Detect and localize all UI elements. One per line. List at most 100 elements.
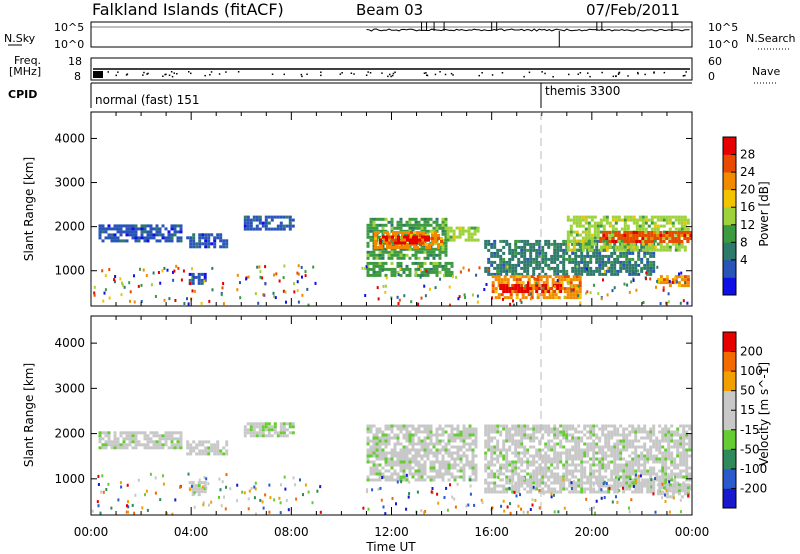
data-cell — [194, 275, 198, 279]
data-cell — [213, 443, 217, 447]
data-cell — [598, 448, 602, 452]
data-cell — [490, 272, 494, 276]
data-cell — [410, 231, 413, 234]
data-cell — [545, 275, 549, 279]
data-cell — [499, 254, 503, 258]
data-cell — [408, 223, 412, 227]
data-cell — [381, 253, 385, 257]
data-cell — [559, 475, 563, 479]
data-cell — [565, 245, 569, 249]
scatter-cell — [133, 300, 136, 304]
scatter-cell — [247, 497, 250, 501]
data-cell — [586, 487, 590, 491]
data-cell — [441, 454, 445, 458]
scatter-cell — [384, 284, 387, 288]
data-cell — [378, 261, 382, 265]
data-cell — [164, 440, 168, 444]
data-cell — [638, 234, 642, 237]
data-cell — [125, 443, 129, 447]
data-cell — [441, 433, 445, 437]
data-cell — [637, 257, 641, 261]
data-cell — [396, 460, 400, 464]
scatter-cell — [166, 268, 169, 272]
data-cell — [405, 433, 409, 437]
data-cell — [634, 439, 638, 443]
data-cell — [386, 246, 389, 249]
data-cell — [387, 460, 391, 464]
data-cell — [556, 451, 560, 455]
data-cell — [490, 490, 494, 494]
data-cell — [646, 478, 650, 482]
data-cell — [490, 472, 494, 476]
data-cell — [532, 248, 536, 252]
data-cell — [511, 427, 515, 431]
nave-dot — [115, 74, 117, 77]
data-cell — [511, 284, 515, 287]
data-cell — [593, 242, 597, 246]
data-cell — [429, 427, 433, 431]
data-cell — [656, 215, 660, 219]
data-cell — [616, 442, 620, 446]
data-cell — [369, 267, 373, 271]
data-cell — [665, 495, 669, 499]
data-cell — [509, 296, 513, 300]
scatter-cell — [602, 278, 604, 282]
data-cell — [471, 472, 475, 476]
data-cell — [499, 469, 503, 473]
data-cell — [536, 296, 540, 300]
data-cell — [520, 451, 524, 455]
data-cell — [569, 230, 573, 234]
data-cell — [413, 246, 416, 249]
x-tick-label: 20:00 — [575, 525, 610, 539]
data-cell — [559, 487, 563, 491]
data-cell — [385, 235, 388, 239]
data-cell — [134, 446, 138, 450]
data-cell — [595, 424, 599, 428]
data-cell — [650, 237, 654, 240]
data-cell — [514, 442, 518, 446]
data-cell — [571, 481, 575, 485]
data-cell — [548, 275, 552, 279]
data-cell — [562, 466, 566, 470]
data-cell — [502, 424, 506, 428]
data-cell — [595, 463, 599, 467]
data-cell — [122, 443, 126, 447]
data-cell — [568, 469, 572, 473]
scatter-cell — [191, 267, 193, 271]
data-cell — [417, 448, 421, 452]
data-cell — [682, 469, 686, 473]
data-cell — [658, 487, 662, 491]
data-cell — [538, 251, 542, 255]
data-cell — [496, 427, 500, 431]
scatter-cell — [667, 292, 670, 296]
data-cell — [683, 486, 687, 490]
data-cell — [557, 281, 561, 285]
data-cell — [499, 466, 503, 470]
data-cell — [671, 215, 675, 219]
data-cell — [679, 439, 683, 443]
data-cell — [538, 242, 542, 246]
data-cell — [679, 469, 683, 473]
data-cell — [631, 251, 635, 255]
nave-dot — [390, 75, 392, 78]
scatter-cell — [550, 291, 553, 295]
scatter-cell — [127, 505, 130, 509]
data-cell — [216, 440, 220, 444]
data-cell — [656, 224, 660, 228]
data-cell — [397, 235, 400, 239]
data-cell — [683, 227, 687, 231]
data-cell — [435, 469, 439, 473]
data-cell — [146, 233, 150, 237]
data-cell — [566, 275, 570, 279]
data-cell — [589, 433, 593, 437]
data-cell — [656, 227, 660, 231]
data-cell — [682, 475, 686, 479]
data-cell — [535, 427, 539, 431]
data-cell — [592, 448, 596, 452]
data-cell — [677, 242, 681, 246]
scatter-cell — [371, 488, 374, 492]
data-cell — [402, 445, 406, 449]
data-cell — [569, 218, 573, 222]
data-cell — [282, 227, 286, 231]
data-cell — [604, 427, 608, 431]
